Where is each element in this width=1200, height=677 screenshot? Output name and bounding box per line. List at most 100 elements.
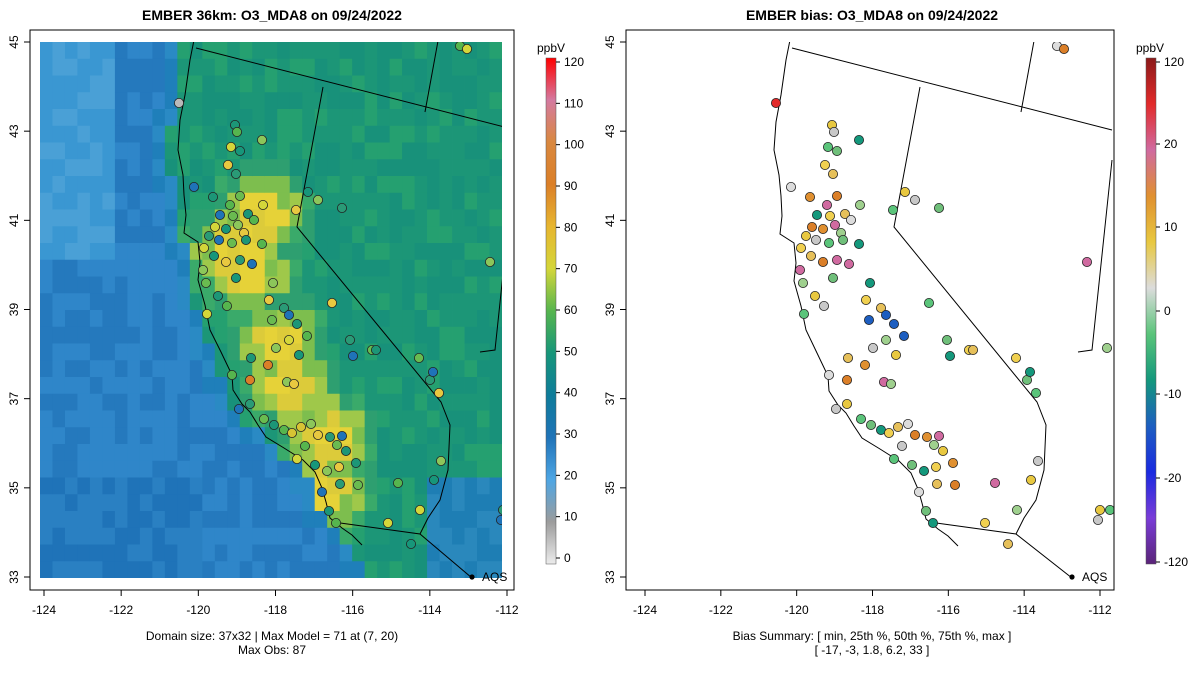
bias-station-point [819,300,830,311]
model-grid-cell [239,92,253,110]
station-point [392,477,403,488]
model-grid-cell [64,259,78,277]
model-grid-cell [439,477,453,495]
model-grid-cell [64,494,78,512]
model-grid-cell [64,142,78,160]
model-grid-cell [202,326,216,344]
model-grid-cell [489,561,502,578]
model-grid-cell [289,159,303,177]
model-grid-cell [414,75,428,93]
model-grid-cell [439,293,453,311]
bias-station-point [1003,539,1014,550]
model-grid-cell [402,360,415,378]
model-grid-cell [214,75,228,93]
model-grid-cell [127,125,141,143]
right-coastline [773,42,959,547]
model-grid-cell [352,142,366,160]
model-grid-cell [377,75,391,93]
station-point [344,334,355,345]
bias-station-point [891,349,902,360]
model-grid-cell [227,58,241,76]
model-grid-cell [114,561,128,578]
model-grid-cell [127,58,141,76]
bias-station-point [820,159,831,170]
bias-station-point [932,478,943,489]
model-grid-cell [127,142,141,160]
model-grid-cell [414,511,428,529]
model-grid-cell [314,544,328,562]
model-grid-cell [239,159,253,177]
model-grid-cell [302,477,316,495]
bias-station-point [876,302,887,313]
station-point [484,256,495,267]
model-grid-cell [127,209,141,227]
colorbar-tick-label: 110 [564,96,583,110]
bias-station-point [881,334,892,345]
model-grid-cell [414,427,428,445]
model-grid-cell [452,92,465,110]
model-grid-cell [314,276,328,294]
model-grid-cell [114,360,128,378]
model-grid-cell [264,444,278,462]
model-grid-cell [64,42,78,60]
station-point [245,352,256,363]
model-grid-cell [40,511,53,529]
model-grid-cell [339,142,353,160]
model-grid-cell [352,393,366,411]
model-grid-cell [114,393,128,411]
model-grid-cell [89,561,103,578]
model-grid-cell [114,75,128,93]
model-grid-cell [377,276,391,294]
bias-station-point [842,374,853,385]
right-colorbar-unit: ppbV [1136,41,1164,55]
model-grid-cell [64,427,78,445]
model-grid-cell [52,410,66,428]
station-point [212,290,223,301]
model-grid-cell [277,494,291,512]
model-grid-cell [439,494,453,512]
model-grid-cell [64,527,78,545]
model-grid-cell [189,477,203,495]
model-grid-cell [364,159,378,177]
left-aqs-label: AQS [482,570,507,584]
station-point [227,210,238,221]
model-grid-cell [277,192,291,210]
model-grid-cell [127,243,141,261]
model-grid-cell [427,326,440,344]
model-grid-cell [327,75,341,93]
model-grid-cell [64,410,78,428]
bias-station-point [921,505,932,516]
model-grid-cell [389,75,403,93]
bias-station-point [798,277,809,288]
model-grid-cell [252,58,266,76]
bias-station-point [805,191,816,202]
station-point [213,234,224,245]
model-grid-cell [252,276,266,294]
model-grid-cell [164,276,178,294]
model-grid-cell [264,192,278,210]
model-grid-cell [289,477,303,495]
model-grid-cell [40,360,53,378]
model-grid-cell [164,310,178,328]
model-grid-cell [377,410,391,428]
model-grid-cell [452,192,465,210]
model-grid-cell [439,427,453,445]
model-grid-cell [227,92,241,110]
model-grid-cell [202,377,216,395]
model-grid-cell [289,226,303,244]
x-tick-label: -124 [633,603,657,617]
colorbar-tick-label: 120 [1164,55,1184,69]
model-grid-cell [189,511,203,529]
model-grid-cell [89,58,103,76]
model-grid-cell [102,410,116,428]
model-grid-cell [77,276,91,294]
model-grid-cell [327,527,341,545]
model-grid-cell [302,142,316,160]
y-tick-label: 37 [7,392,21,406]
model-grid-cell [377,326,391,344]
model-grid-cell [114,259,128,277]
model-grid-cell [289,511,303,529]
station-point [331,439,342,450]
model-grid-cell [214,58,228,76]
model-grid-cell [427,444,440,462]
